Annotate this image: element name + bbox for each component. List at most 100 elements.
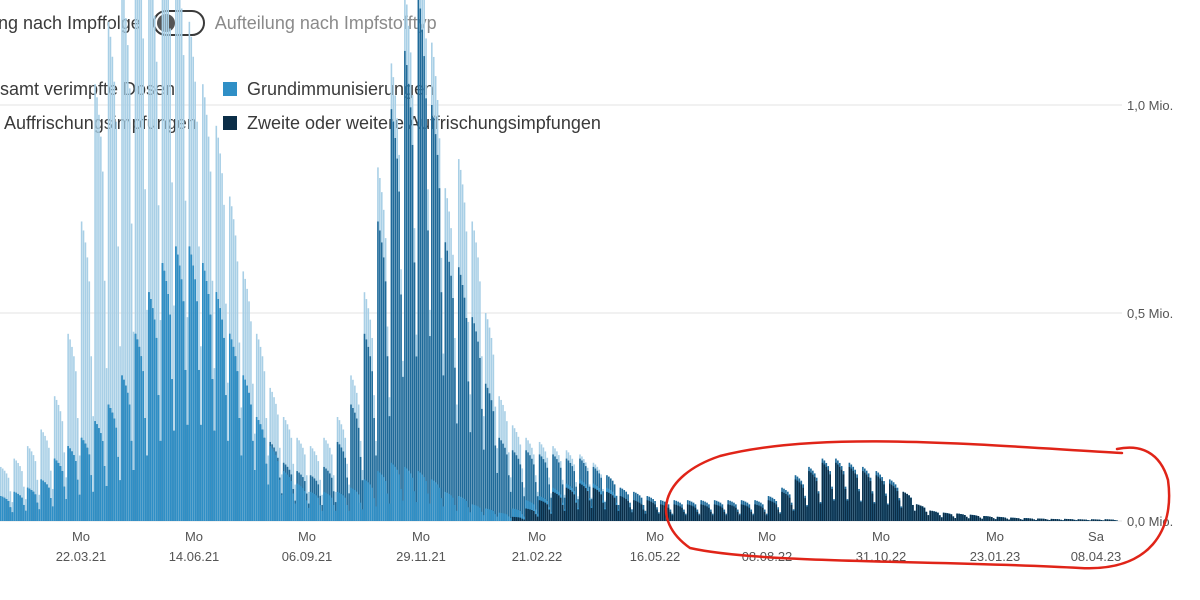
bar-gesamt[interactable] xyxy=(84,242,87,521)
bar-zweite-auffrischung[interactable] xyxy=(1087,520,1089,521)
bar-grund[interactable] xyxy=(180,279,183,521)
bar-grund[interactable] xyxy=(406,468,408,521)
bar-erste-auffrischung[interactable] xyxy=(344,457,347,521)
bar-zweite-auffrischung[interactable] xyxy=(889,483,891,521)
bar-grund[interactable] xyxy=(86,447,89,521)
bar-zweite-auffrischung[interactable] xyxy=(877,476,880,521)
bar-gesamt[interactable] xyxy=(69,339,71,521)
bar-gesamt[interactable] xyxy=(40,429,42,521)
bar-zweite-auffrischung[interactable] xyxy=(862,471,864,521)
bar-zweite-auffrischung[interactable] xyxy=(871,493,874,521)
bar-gesamt[interactable] xyxy=(132,331,135,521)
bar-grund[interactable] xyxy=(502,513,504,521)
bar-zweite-auffrischung[interactable] xyxy=(523,519,525,521)
bar-grund[interactable] xyxy=(234,356,237,521)
bar-grund[interactable] xyxy=(194,279,196,521)
bar-zweite-auffrischung[interactable] xyxy=(654,504,656,521)
bar-grund[interactable] xyxy=(398,474,400,521)
bar-grund[interactable] xyxy=(323,491,325,521)
bar-zweite-auffrischung[interactable] xyxy=(867,477,870,521)
bar-zweite-auffrischung[interactable] xyxy=(606,491,608,521)
bar-grund[interactable] xyxy=(257,420,260,521)
bar-zweite-auffrischung[interactable] xyxy=(661,504,664,521)
bar-zweite-auffrischung[interactable] xyxy=(669,511,672,521)
bar-erste-auffrischung[interactable] xyxy=(529,455,531,521)
bar-zweite-auffrischung[interactable] xyxy=(513,516,516,521)
bar-zweite-auffrischung[interactable] xyxy=(837,464,839,521)
bar-zweite-auffrischung[interactable] xyxy=(573,494,576,521)
bar-zweite-auffrischung[interactable] xyxy=(773,502,776,521)
bar-zweite-auffrischung[interactable] xyxy=(1019,519,1022,521)
bar-zweite-auffrischung[interactable] xyxy=(740,504,743,521)
bar-zweite-auffrischung[interactable] xyxy=(864,472,866,521)
bar-grund[interactable] xyxy=(200,424,202,521)
bar-zweite-auffrischung[interactable] xyxy=(663,505,666,521)
bar-erste-auffrischung[interactable] xyxy=(544,462,547,521)
bar-grund[interactable] xyxy=(113,418,116,522)
bar-zweite-auffrischung[interactable] xyxy=(821,462,824,521)
bar-zweite-auffrischung[interactable] xyxy=(646,500,649,521)
bar-grund[interactable] xyxy=(513,508,516,521)
bar-grund[interactable] xyxy=(217,299,220,521)
bar-grund[interactable] xyxy=(202,263,204,521)
bar-zweite-auffrischung[interactable] xyxy=(879,478,881,521)
bar-zweite-auffrischung[interactable] xyxy=(1021,519,1024,521)
bar-zweite-auffrischung[interactable] xyxy=(940,517,943,521)
bar-zweite-auffrischung[interactable] xyxy=(875,475,878,521)
bar-zweite-auffrischung[interactable] xyxy=(748,507,751,521)
bar-zweite-auffrischung[interactable] xyxy=(708,507,710,521)
bar-zweite-auffrischung[interactable] xyxy=(894,488,897,521)
bar-grund[interactable] xyxy=(315,495,318,521)
bar-erste-auffrischung[interactable] xyxy=(515,455,518,521)
bar-erste-auffrischung[interactable] xyxy=(481,408,483,521)
bar-grund[interactable] xyxy=(171,379,173,521)
bar-zweite-auffrischung[interactable] xyxy=(762,507,764,521)
bar-erste-auffrischung[interactable] xyxy=(377,221,379,522)
bar-zweite-auffrischung[interactable] xyxy=(592,487,595,521)
bar-zweite-auffrischung[interactable] xyxy=(1008,519,1010,521)
bar-grund[interactable] xyxy=(152,308,154,521)
bar-gesamt[interactable] xyxy=(19,466,21,521)
bar-grund[interactable] xyxy=(265,463,268,521)
bar-gesamt[interactable] xyxy=(46,440,48,521)
bar-gesamt[interactable] xyxy=(15,460,17,521)
bar-grund[interactable] xyxy=(192,265,195,521)
bar-erste-auffrischung[interactable] xyxy=(373,418,375,521)
bar-zweite-auffrischung[interactable] xyxy=(1058,519,1060,521)
bar-zweite-auffrischung[interactable] xyxy=(521,518,524,521)
bar-erste-auffrischung[interactable] xyxy=(434,134,437,521)
bar-grund[interactable] xyxy=(142,371,144,521)
bar-erste-auffrischung[interactable] xyxy=(417,0,420,522)
bar-grund[interactable] xyxy=(404,466,406,521)
bar-grund[interactable] xyxy=(125,385,127,521)
bar-zweite-auffrischung[interactable] xyxy=(806,506,808,521)
bar-grund[interactable] xyxy=(215,292,218,521)
bar-zweite-auffrischung[interactable] xyxy=(779,513,781,521)
bar-grund[interactable] xyxy=(221,319,223,521)
bar-grund[interactable] xyxy=(136,339,139,521)
bar-erste-auffrischung[interactable] xyxy=(540,456,543,521)
bar-erste-auffrischung[interactable] xyxy=(400,294,402,521)
bar-erste-auffrischung[interactable] xyxy=(508,475,510,521)
bar-grund[interactable] xyxy=(155,337,158,521)
bar-grund[interactable] xyxy=(381,474,383,521)
bar-zweite-auffrischung[interactable] xyxy=(1012,517,1014,521)
bar-grund[interactable] xyxy=(146,455,148,521)
bar-gesamt[interactable] xyxy=(94,84,96,521)
bar-gesamt[interactable] xyxy=(32,455,35,521)
bar-gesamt[interactable] xyxy=(117,246,119,521)
bar-zweite-auffrischung[interactable] xyxy=(1098,519,1101,521)
bar-grund[interactable] xyxy=(282,471,285,521)
bar-zweite-auffrischung[interactable] xyxy=(760,506,762,521)
bar-gesamt[interactable] xyxy=(73,356,75,521)
bar-grund[interactable] xyxy=(161,263,164,521)
bar-grund[interactable] xyxy=(157,395,160,521)
bar-zweite-auffrischung[interactable] xyxy=(771,501,774,521)
bar-zweite-auffrischung[interactable] xyxy=(948,513,951,521)
bar-zweite-auffrischung[interactable] xyxy=(681,507,683,521)
bar-zweite-auffrischung[interactable] xyxy=(725,515,728,521)
bar-grund[interactable] xyxy=(167,294,169,521)
bar-gesamt[interactable] xyxy=(44,435,46,521)
bar-zweite-auffrischung[interactable] xyxy=(1014,517,1016,521)
bar-grund[interactable] xyxy=(481,511,483,521)
